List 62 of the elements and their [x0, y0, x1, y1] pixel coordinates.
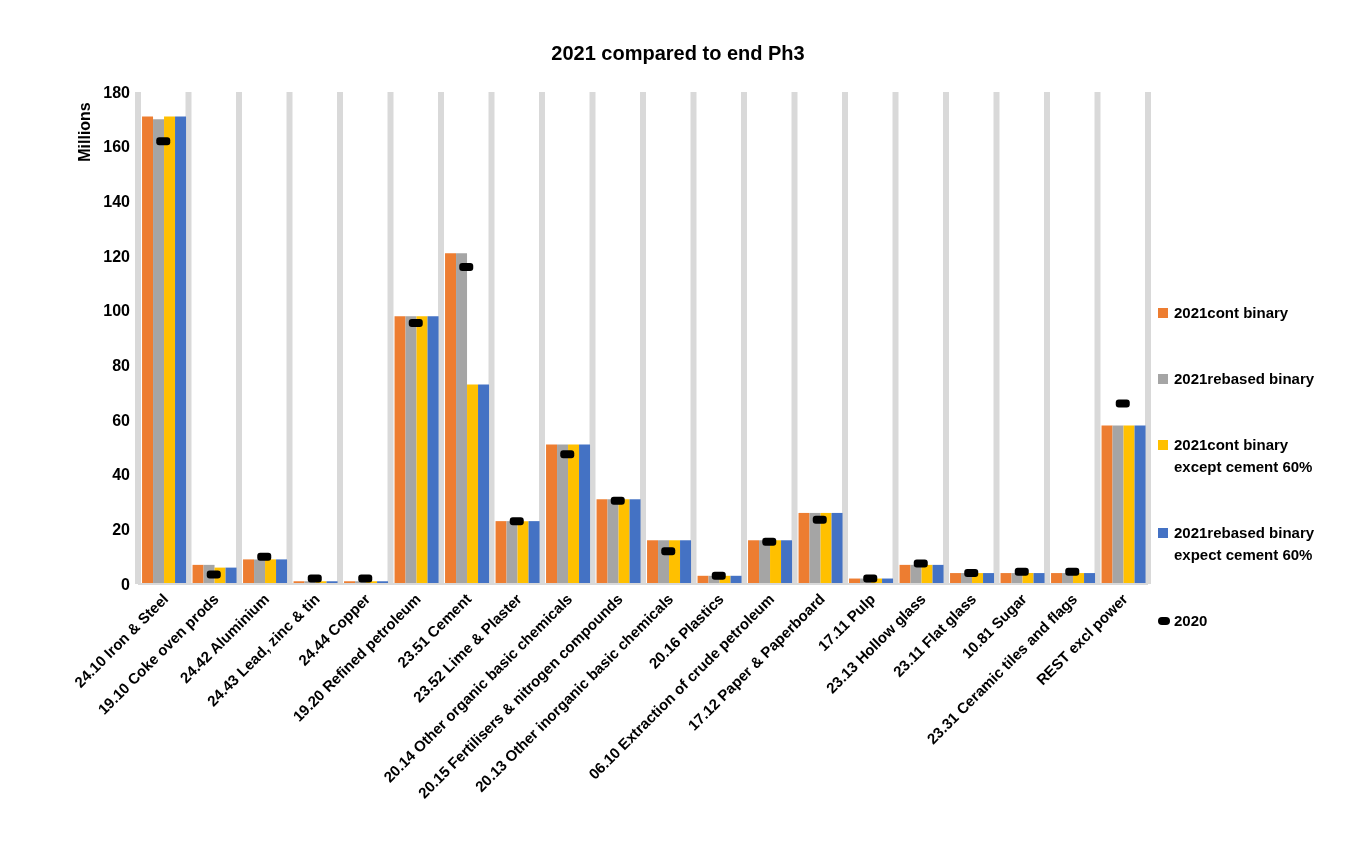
y-tick-label: 60 — [112, 411, 131, 429]
bar — [192, 564, 204, 584]
bar — [820, 512, 832, 584]
bar — [950, 573, 962, 584]
bar — [647, 540, 659, 584]
bar — [495, 521, 507, 584]
bar — [809, 512, 821, 584]
bar — [932, 564, 944, 584]
y-tick-label: 40 — [112, 466, 131, 484]
y-tick-label: 80 — [112, 357, 131, 375]
legend-label: 2021cont binary — [1174, 303, 1289, 323]
y-tick-label: 160 — [103, 138, 131, 156]
bar — [243, 559, 255, 584]
bar — [276, 559, 288, 584]
bar — [467, 384, 479, 584]
bar — [618, 499, 630, 584]
bar — [265, 559, 277, 584]
bar — [557, 444, 569, 584]
bar — [416, 316, 428, 584]
bar — [568, 444, 580, 584]
bar — [153, 119, 165, 584]
bar — [680, 540, 692, 584]
bar — [405, 316, 417, 584]
bar — [254, 559, 266, 584]
bar — [781, 540, 793, 584]
bar — [225, 567, 237, 584]
bar — [506, 521, 518, 584]
bar — [1112, 425, 1124, 584]
bar — [1051, 573, 1063, 584]
bar — [607, 499, 619, 584]
bar — [546, 444, 558, 584]
legend-label: 2021rebased binary — [1174, 369, 1315, 389]
bar — [798, 512, 810, 584]
bar — [1084, 573, 1096, 584]
chart-title: 2021 compared to end Ph3 — [550, 41, 806, 66]
bar — [1134, 425, 1146, 584]
bar — [748, 540, 760, 584]
bar — [164, 116, 176, 584]
bar — [1101, 425, 1113, 584]
bar — [983, 573, 995, 584]
bar — [517, 521, 529, 584]
y-tick-label: 0 — [121, 575, 131, 593]
y-tick-label: 180 — [103, 83, 131, 101]
bar — [1000, 573, 1012, 584]
y-tick-label: 140 — [103, 193, 131, 211]
legend-label: 2021rebased binary expect cement 60% — [1174, 523, 1316, 565]
y-tick-label: 20 — [112, 521, 131, 539]
bar — [456, 253, 468, 584]
legend-label: 2021cont binary except cement 60% — [1174, 435, 1314, 477]
bar — [579, 444, 591, 584]
bar — [596, 499, 608, 584]
bar — [1033, 573, 1045, 584]
legend-label: 2020 — [1174, 611, 1208, 631]
y-tick-label: 120 — [103, 247, 131, 265]
y-tick-label: 100 — [103, 302, 131, 320]
bar — [1123, 425, 1135, 584]
bar — [528, 521, 540, 584]
bar — [629, 499, 641, 584]
bar — [899, 564, 911, 584]
bar — [770, 540, 782, 584]
y-axis-title: Millions — [76, 102, 93, 162]
bar — [831, 512, 843, 584]
